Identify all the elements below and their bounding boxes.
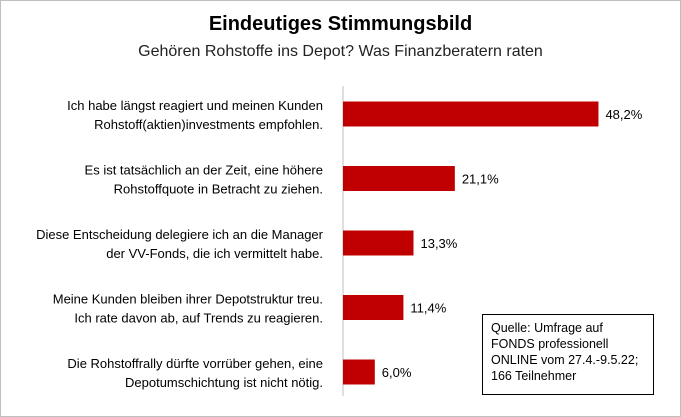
category-label: Die Rohstoffrally dürfte vorrüber gehen,… [67,356,323,371]
bar [343,359,375,385]
chart-subtitle: Gehören Rohstoffe ins Depot? Was Finanzb… [138,43,543,60]
category-label: Rohstoffquote in Betracht zu ziehen. [114,182,323,197]
source-note: Quelle: Umfrage auf FONDS professionell … [482,314,654,395]
bar [343,230,414,256]
data-label: 21,1% [462,172,499,187]
source-line: 166 Teilnehmer [491,369,577,383]
category-label: Diese Entscheidung delegiere ich an die … [36,227,324,242]
source-line: Quelle: Umfrage auf [491,321,603,335]
chart-title: Eindeutiges Stimmungsbild [208,13,473,35]
data-label: 6,0% [382,365,412,380]
category-label: der VV-Fonds, die ich vermittelt habe. [106,246,323,261]
data-label: 11,4% [410,301,446,316]
category-label: Rohstoff(aktien)investments empfohlen. [94,117,323,132]
bar [343,295,404,320]
bar [343,101,599,127]
category-label: Ich rate davon ab, auf Trends zu reagier… [74,311,323,326]
data-label: 48,2% [605,107,642,122]
bar [343,166,455,191]
source-line: ONLINE vom 27.4.-9.5.22; [491,353,639,367]
category-label: Depotumschichtung ist nicht nötig. [125,375,323,390]
data-label: 13,3% [420,236,457,251]
source-line: FONDS professionell [491,337,609,351]
category-label: Ich habe längst reagiert und meinen Kund… [67,98,323,113]
category-label: Meine Kunden bleiben ihrer Depotstruktur… [53,292,323,307]
category-label: Es ist tatsächlich an der Zeit, eine höh… [85,163,323,178]
